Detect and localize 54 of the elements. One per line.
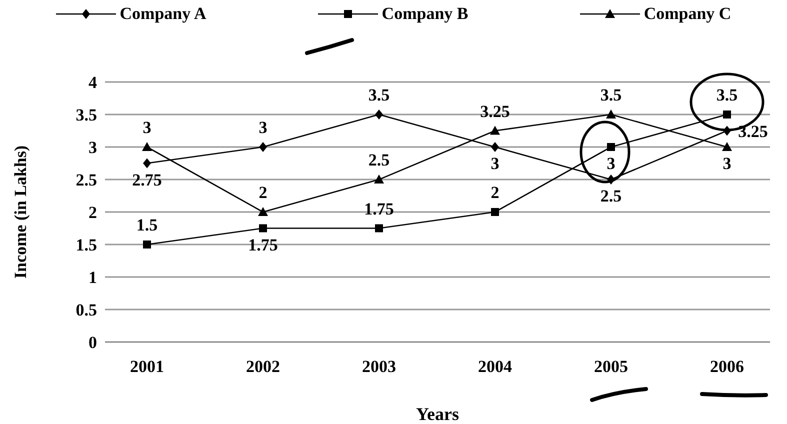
y-tick-label: 0.5: [76, 300, 97, 320]
legend-label: Company B: [382, 4, 468, 24]
point: [258, 207, 268, 216]
data-label: 2.5: [600, 186, 622, 206]
data-label: 3: [722, 154, 732, 173]
data-label: 2.75: [132, 170, 162, 190]
y-tick-label: 1: [88, 268, 97, 288]
data-label: 1.75: [248, 235, 278, 254]
point: [491, 208, 499, 216]
y-tick-label: 2: [88, 203, 97, 222]
x-tick-label: 2004: [478, 357, 512, 376]
y-tick-label: 2.5: [76, 170, 97, 190]
data-label: 2.5: [368, 150, 390, 170]
point: [491, 142, 499, 152]
y-tick-label: 4: [88, 73, 98, 92]
data-label: 1.5: [136, 216, 158, 234]
data-label: 3.5: [716, 86, 738, 104]
point: [259, 142, 267, 152]
x-axis-title: Years: [416, 404, 459, 424]
x-tick-label: 2003: [362, 357, 396, 376]
data-label: 2: [258, 183, 268, 202]
data-label: 1.75: [364, 199, 394, 218]
data-label: 3.5: [600, 86, 622, 104]
point: [723, 110, 731, 118]
y-tick-label: 3.5: [76, 106, 97, 125]
point: [374, 174, 384, 184]
point: [143, 158, 151, 168]
point: [606, 110, 616, 118]
point: [490, 126, 500, 135]
data-label: 3.25: [480, 102, 510, 121]
point: [259, 224, 267, 232]
point: [607, 143, 615, 151]
legend-label: Company C: [644, 4, 732, 24]
point: [142, 142, 152, 151]
y-axis-title: Income (in Lakhs): [11, 145, 30, 279]
point: [375, 224, 383, 232]
y-tick-label: 1.5: [76, 236, 97, 255]
point: [375, 110, 383, 120]
point: [143, 240, 151, 248]
x-tick-label: 2001: [130, 357, 164, 376]
data-label: 2: [490, 183, 500, 202]
data-label: 3: [142, 118, 152, 137]
data-label: 3: [490, 154, 500, 173]
x-tick-label: 2006: [710, 357, 744, 376]
y-tick-label: 3: [88, 138, 97, 158]
data-label: 3: [258, 118, 268, 137]
point: [722, 142, 732, 151]
legend-label: Company A: [120, 4, 206, 24]
y-tick-label: 0: [88, 333, 97, 352]
x-tick-label: 2005: [594, 357, 628, 376]
data-label: 3.5: [368, 86, 390, 104]
x-tick-label: 2002: [246, 357, 280, 376]
data-label: 3: [606, 154, 616, 173]
data-label: 3.25: [738, 122, 768, 141]
